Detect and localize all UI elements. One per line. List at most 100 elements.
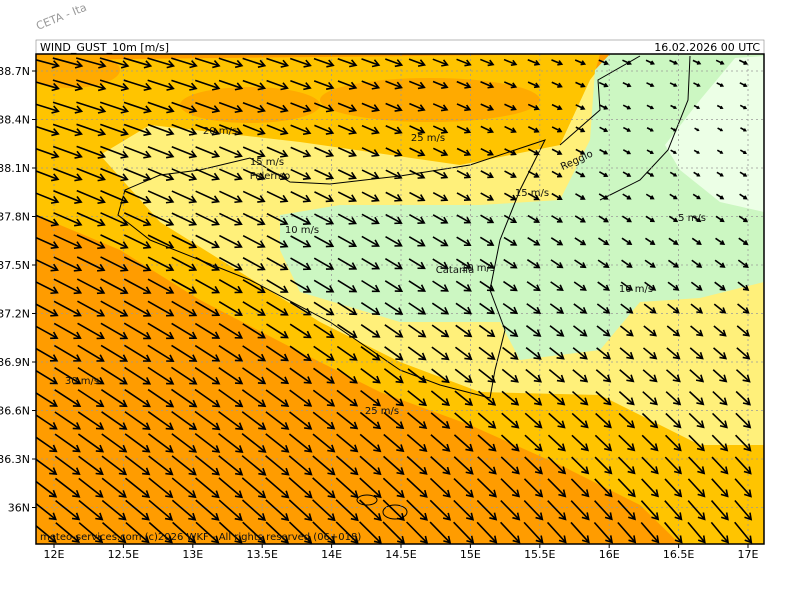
wind-arrow [123, 190, 152, 204]
wind-arrow [711, 412, 728, 429]
wind-arrow [36, 414, 58, 430]
wind-arrow [171, 322, 198, 339]
wind-arrow [290, 102, 312, 113]
wind-arrow [101, 411, 128, 430]
wind-arrow [502, 324, 519, 337]
wind-arrow [171, 212, 198, 226]
wind-arrow [692, 215, 702, 223]
wind-arrow [266, 323, 289, 339]
wind-arrow [147, 57, 175, 69]
wind-arrow [52, 123, 83, 137]
lat-label: 36N [8, 502, 30, 515]
wind-arrow [570, 478, 590, 498]
wind-arrow [384, 302, 404, 315]
wind-arrow [314, 213, 335, 225]
wind-arrow [265, 521, 290, 544]
wind-arrow [218, 345, 244, 362]
wind-arrow [385, 102, 403, 112]
wind-arrow [100, 234, 129, 250]
wind-arrow [147, 278, 175, 294]
wind-arrow [480, 147, 494, 156]
wind-arrow [195, 521, 220, 544]
wind-arrow [693, 171, 701, 177]
wind-arrow [360, 301, 381, 315]
wind-arrow [688, 456, 706, 475]
lon-label: 13.5E [246, 548, 277, 561]
wind-arrow [713, 347, 728, 360]
footer: meteo-services.com (c)2026 WKF - All rig… [40, 532, 361, 543]
wind-arrow [595, 391, 612, 406]
wind-arrow [456, 192, 472, 201]
wind-arrow [314, 124, 335, 135]
wind-arrow [52, 101, 84, 114]
map-label: 15 m/s [250, 157, 284, 168]
wind-arrow [503, 58, 518, 67]
wind-arrow [195, 168, 221, 181]
wind-arrow [593, 521, 614, 544]
wind-arrow [242, 367, 267, 385]
wind-arrow [54, 367, 82, 385]
wind-arrow [171, 190, 198, 204]
wind-arrow [408, 324, 427, 338]
wind-arrow [548, 412, 566, 429]
wind-arrow [595, 369, 612, 383]
wind-arrow [597, 281, 610, 291]
wind-arrow [573, 325, 588, 337]
wind-arrow [523, 521, 544, 544]
wind-arrow [52, 57, 84, 69]
wind-arrow [218, 477, 244, 499]
wind-arrow [77, 300, 106, 317]
wind-arrow [453, 521, 475, 544]
wind-arrow [290, 191, 312, 203]
wind-arrow [218, 367, 244, 385]
wind-arrow [432, 280, 449, 292]
wind-arrow [575, 104, 586, 110]
wind-arrow [717, 127, 724, 132]
wind-arrow [266, 301, 289, 316]
wind-arrow [622, 104, 632, 110]
wind-arrow [596, 347, 611, 360]
lat-label: 38.7N [0, 65, 30, 78]
wind-arrow [148, 521, 173, 544]
wind-arrow [171, 477, 197, 499]
wind-arrow [480, 170, 494, 179]
wind-arrow [313, 235, 335, 248]
wind-arrow [455, 324, 473, 338]
band-5 [665, 56, 764, 212]
wind-arrow [53, 300, 82, 317]
wind-arrow [598, 193, 609, 200]
wind-arrow [599, 104, 609, 110]
wind-arrow [454, 346, 473, 361]
wind-arrow [241, 499, 267, 522]
wind-arrow [690, 325, 704, 337]
wind-arrow [101, 477, 127, 498]
wind-arrow [148, 455, 174, 476]
wind-arrow [670, 149, 677, 154]
wind-arrow [597, 259, 610, 268]
wind-arrow [618, 391, 635, 406]
wind-arrow [549, 303, 565, 314]
wind-arrow [336, 433, 359, 453]
wind-arrow [36, 258, 59, 272]
wind-arrow [430, 390, 451, 406]
wind-arrow [594, 478, 613, 498]
wind-arrow [36, 436, 58, 453]
wind-arrow [406, 521, 429, 544]
wind-arrow [713, 325, 727, 337]
wind-arrow [622, 59, 632, 66]
wind-arrow [618, 434, 636, 452]
wind-arrow [503, 280, 518, 292]
wind-arrow [619, 369, 635, 383]
wind-arrow [77, 433, 105, 453]
wind-arrow [575, 81, 586, 88]
wind-arrow [525, 346, 542, 360]
wind-arrow [123, 256, 152, 272]
wind-arrow [313, 345, 335, 361]
lon-label: 16.5E [663, 548, 694, 561]
wind-arrow [124, 477, 151, 498]
wind-arrow [736, 347, 751, 360]
wind-arrow [429, 521, 452, 544]
wind-arrow [693, 149, 701, 154]
wind-arrow [502, 302, 519, 315]
